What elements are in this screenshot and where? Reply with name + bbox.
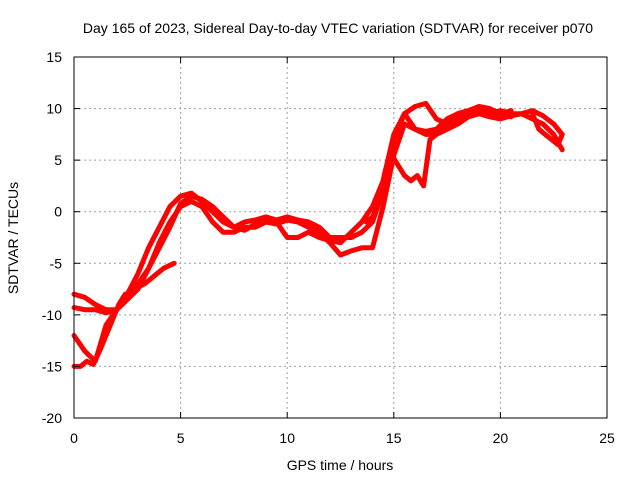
x-tick-label: 10: [279, 430, 295, 446]
plot-frame: [73, 56, 608, 419]
y-tick-label: 15: [46, 49, 62, 65]
series-line-5: [363, 108, 514, 225]
y-axis-label: SDTVAR / TECUs: [5, 182, 21, 294]
x-tick-label: 5: [177, 430, 185, 446]
y-tick-label: -10: [42, 307, 62, 323]
series-line-3: [71, 104, 514, 364]
y-tick-label: 10: [46, 101, 62, 117]
series-line-6: [529, 111, 565, 148]
x-axis-label: GPS time / hours: [287, 457, 394, 473]
x-tick-label: 20: [493, 430, 509, 446]
x-tick-label: 25: [599, 430, 615, 446]
axis-ticks: 0 5 10 15 20 25 -20 -15 -10 -5 0 5 10 15: [42, 49, 615, 446]
series-layer: [71, 100, 565, 369]
y-tick-label: -5: [50, 255, 63, 271]
x-tick-label: 0: [70, 430, 78, 446]
y-tick-label: -15: [42, 358, 62, 374]
y-tick-label: 5: [54, 152, 62, 168]
y-tick-label: 0: [54, 204, 62, 220]
chart-title: Day 165 of 2023, Sidereal Day-to-day VTE…: [83, 20, 593, 36]
y-tick-label: -20: [42, 410, 62, 426]
x-tick-label: 15: [386, 430, 402, 446]
series-line-4: [71, 260, 177, 369]
